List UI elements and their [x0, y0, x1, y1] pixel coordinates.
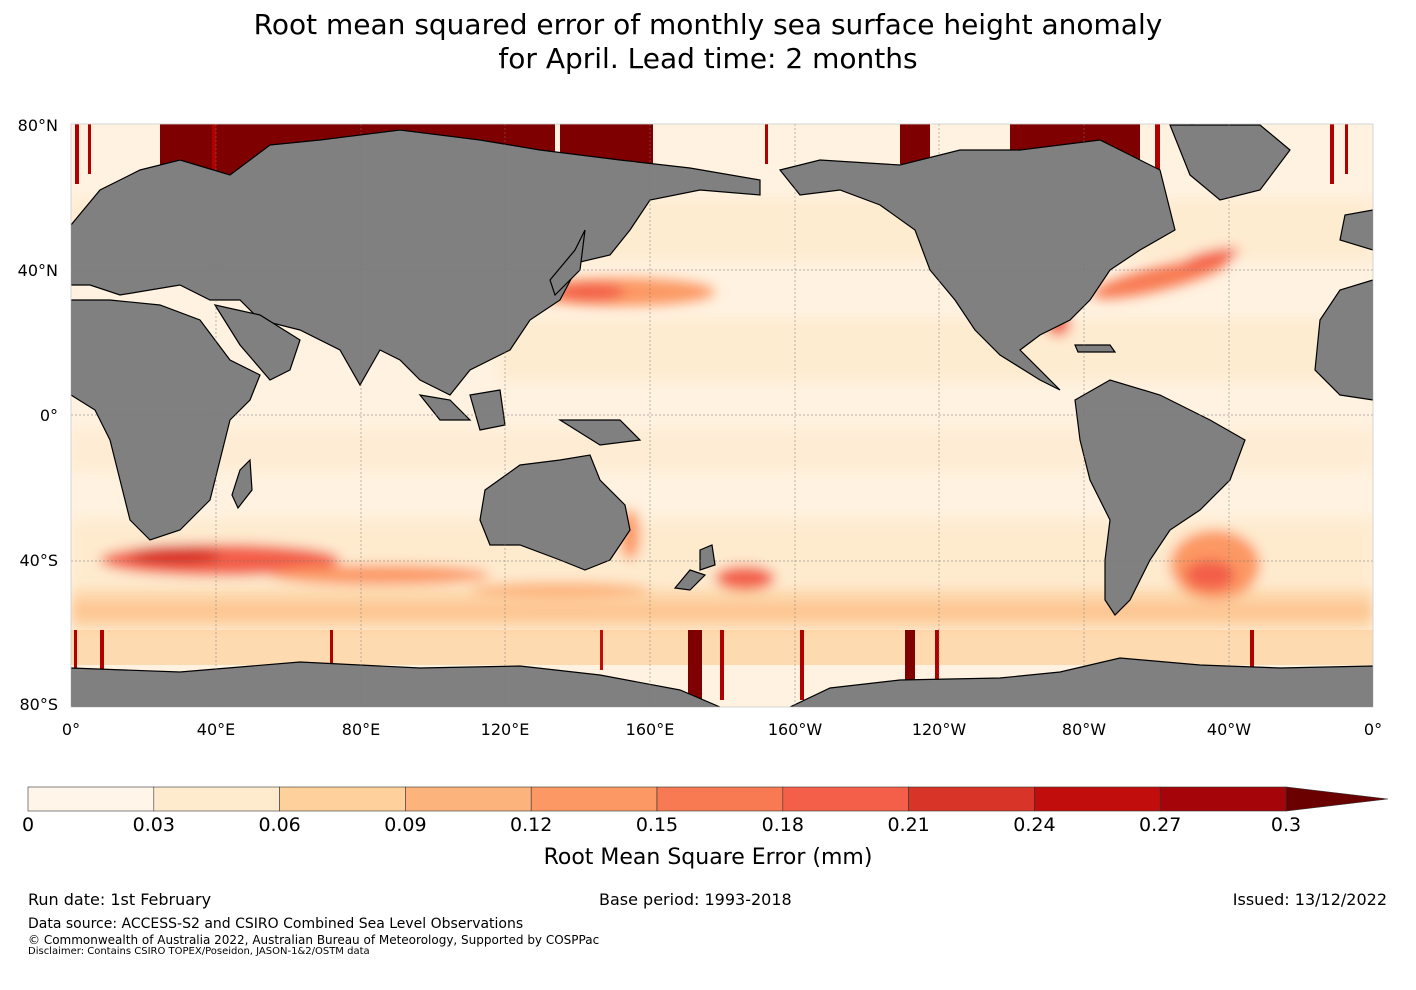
lon-label-40e: 40°E: [196, 720, 236, 739]
colorbar-label: Root Mean Square Error (mm): [543, 845, 873, 870]
lon-label-40w: 40°W: [1206, 720, 1252, 739]
title-line-2: for April. Lead time: 2 months: [498, 42, 918, 75]
map-frame: [70, 123, 1374, 708]
colorbar-segment: [1034, 786, 1161, 812]
copyright: © Commonwealth of Australia 2022, Austra…: [28, 933, 600, 947]
lon-label-120e: 120°E: [480, 720, 530, 739]
colorbar-tick-label: 0.06: [258, 814, 301, 836]
colorbar-tick-label: 0.24: [1013, 814, 1056, 836]
base-period: Base period: 1993-2018: [599, 890, 792, 909]
colorbar-tick-label: 0.03: [132, 814, 175, 836]
colorbar-tick-label: 0.3: [1270, 814, 1302, 836]
colorbar-segment: [656, 786, 784, 812]
colorbar: [27, 786, 1389, 812]
colorbar-segment: [405, 786, 532, 812]
lon-label-120w: 120°W: [911, 720, 967, 739]
colorbar-segment: [153, 786, 280, 812]
colorbar-segment: [908, 786, 1035, 812]
land: [71, 124, 1373, 707]
lon-label-80w: 80°W: [1061, 720, 1107, 739]
data-source: Data source: ACCESS-S2 and CSIRO Combine…: [28, 916, 524, 932]
lon-label-0: 0°: [61, 720, 81, 739]
chart-title: Root mean squared error of monthly sea s…: [0, 8, 1416, 76]
lon-label-160e: 160°E: [625, 720, 675, 739]
colorbar-tick-label: 0: [21, 814, 35, 836]
colorbar-segment: [530, 786, 658, 812]
title-line-1: Root mean squared error of monthly sea s…: [253, 8, 1163, 41]
disclaimer: Disclaimer: Contains CSIRO TOPEX/Poseido…: [28, 946, 370, 957]
lat-label-80s: 80°S: [19, 695, 58, 714]
lat-label-80n: 80°N: [17, 116, 58, 135]
colorbar-segment: [279, 786, 406, 812]
gridlines: [71, 124, 1373, 707]
colorbar-segment: [27, 786, 155, 812]
colorbar-tick-label: 0.27: [1139, 814, 1182, 836]
colorbar-tick-label: 0.18: [761, 814, 804, 836]
colorbar-tick-label: 0.21: [887, 814, 930, 836]
lon-label-0-right: 0°: [1363, 720, 1383, 739]
colorbar-tick-label: 0.12: [510, 814, 553, 836]
colorbar-segment: [1159, 786, 1287, 812]
lon-label-80e: 80°E: [341, 720, 381, 739]
run-date: Run date: 1st February: [28, 890, 212, 909]
lat-label-40s: 40°S: [19, 551, 58, 570]
colorbar-extend-arrow: [1285, 786, 1389, 812]
lat-label-40n: 40°N: [17, 261, 58, 280]
lat-label-0: 0°: [39, 406, 58, 425]
lon-label-160w: 160°W: [767, 720, 823, 739]
issued-date: Issued: 13/12/2022: [1232, 890, 1387, 909]
colorbar-tick-label: 0.15: [635, 814, 679, 836]
colorbar-segment: [782, 786, 909, 812]
colorbar-tick-label: 0.09: [384, 814, 427, 836]
